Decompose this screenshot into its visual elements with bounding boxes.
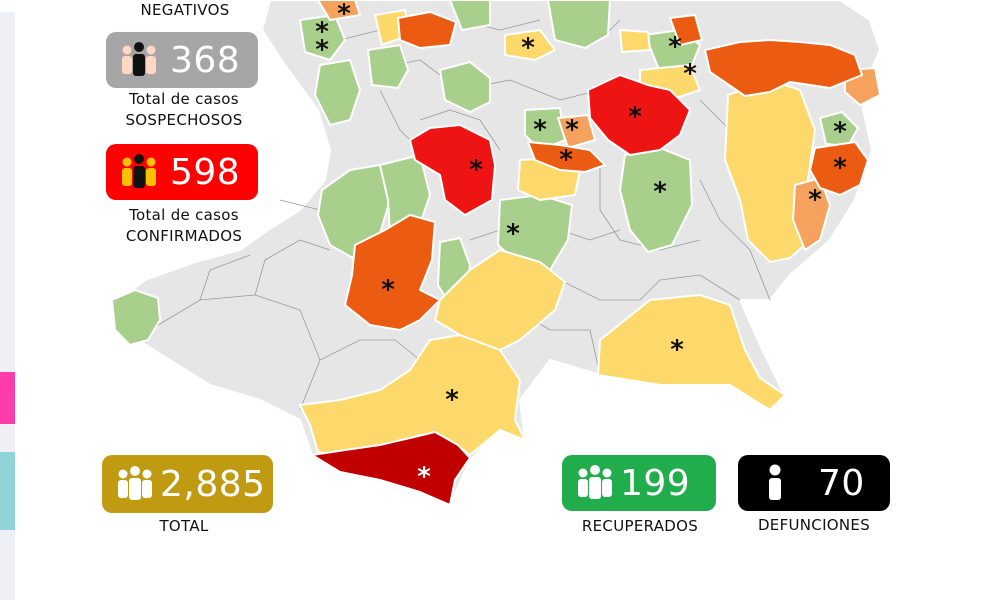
negativos-label: NEGATIVOS (140, 1, 230, 19)
municipality-orange (527, 141, 606, 173)
municipality-darkred (311, 431, 471, 506)
marker-asterisk: * (381, 275, 395, 305)
confirmados-label-line1: Total de casos (129, 206, 239, 224)
marker-asterisk: * (533, 115, 547, 145)
municipality-orange-light (557, 114, 596, 149)
marker-asterisk: * (565, 115, 579, 145)
confirmados-label-line2: CONFIRMADOS (125, 227, 243, 245)
strip-segment-pink (0, 372, 15, 424)
municipality-yellow (597, 294, 786, 411)
marker-asterisk: * (808, 185, 822, 215)
sospechosos-label: Total de casos SOSPECHOSOS (100, 89, 268, 131)
marker-asterisk: * (653, 177, 667, 207)
marker-asterisk: * (469, 155, 483, 185)
marker-asterisk: * (506, 219, 520, 249)
municipality-orange-light (317, 0, 361, 21)
marker-asterisk: * (670, 335, 684, 365)
recuperados-badge: 199 (562, 455, 716, 511)
people-group-icon (112, 461, 158, 507)
defunciones-label: DEFUNCIONES (757, 516, 871, 534)
municipality-green (111, 289, 161, 346)
municipality-orange (704, 39, 863, 97)
marker-asterisk: * (315, 17, 329, 47)
marker-asterisk: * (683, 59, 697, 89)
marker-asterisk: * (559, 145, 573, 175)
strip-segment-teal (0, 452, 15, 530)
municipality-yellow (504, 29, 556, 61)
confirmados-label: Total de casos CONFIRMADOS (100, 205, 268, 247)
municipality-yellow (619, 29, 651, 53)
municipality-green (439, 61, 491, 113)
defunciones-value: 70 (818, 462, 865, 504)
marker-asterisk: * (628, 102, 642, 132)
municipality-red (587, 74, 691, 156)
marker-asterisk: * (445, 385, 459, 415)
total-label: TOTAL (159, 517, 209, 535)
municipality-green (314, 59, 361, 126)
recuperados-label: RECUPERADOS (581, 517, 699, 535)
municipality-green (619, 147, 693, 253)
municipality-orange (809, 141, 869, 196)
marker-asterisk: * (833, 153, 847, 183)
marker-asterisk: * (315, 35, 329, 65)
marker-asterisk: * (833, 117, 847, 147)
confirmados-badge: 598 (106, 144, 258, 200)
municipality-orange (669, 14, 703, 46)
people-group-icon (116, 37, 162, 83)
confirmados-value: 598 (170, 151, 241, 193)
sospechosos-label-line2: SOSPECHOSOS (125, 111, 243, 129)
defunciones-badge: 70 (738, 455, 890, 511)
municipality-green (547, 0, 611, 49)
municipality-red (409, 124, 496, 216)
municipality-green (367, 44, 409, 89)
sospechosos-label-line1: Total de casos (129, 90, 239, 108)
marker-asterisk: * (417, 462, 431, 492)
sospechosos-value: 368 (170, 39, 241, 81)
total-badge: 2,885 (102, 455, 273, 513)
municipality-green (449, 0, 491, 31)
municipality-green (819, 111, 859, 147)
people-group-icon (572, 460, 618, 506)
strip-segment (0, 0, 15, 12)
left-edge-strip (0, 0, 15, 600)
person-icon (752, 460, 798, 506)
marker-asterisk: * (521, 33, 535, 63)
recuperados-value: 199 (620, 462, 691, 504)
municipality-yellow (434, 249, 566, 351)
marker-asterisk: * (668, 32, 682, 62)
total-value: 2,885 (160, 463, 266, 505)
marker-asterisk: * (337, 0, 351, 29)
municipality-orange (397, 11, 457, 49)
people-group-icon (116, 149, 162, 195)
sospechosos-badge: 368 (106, 32, 258, 88)
municipality-orange (344, 214, 441, 331)
